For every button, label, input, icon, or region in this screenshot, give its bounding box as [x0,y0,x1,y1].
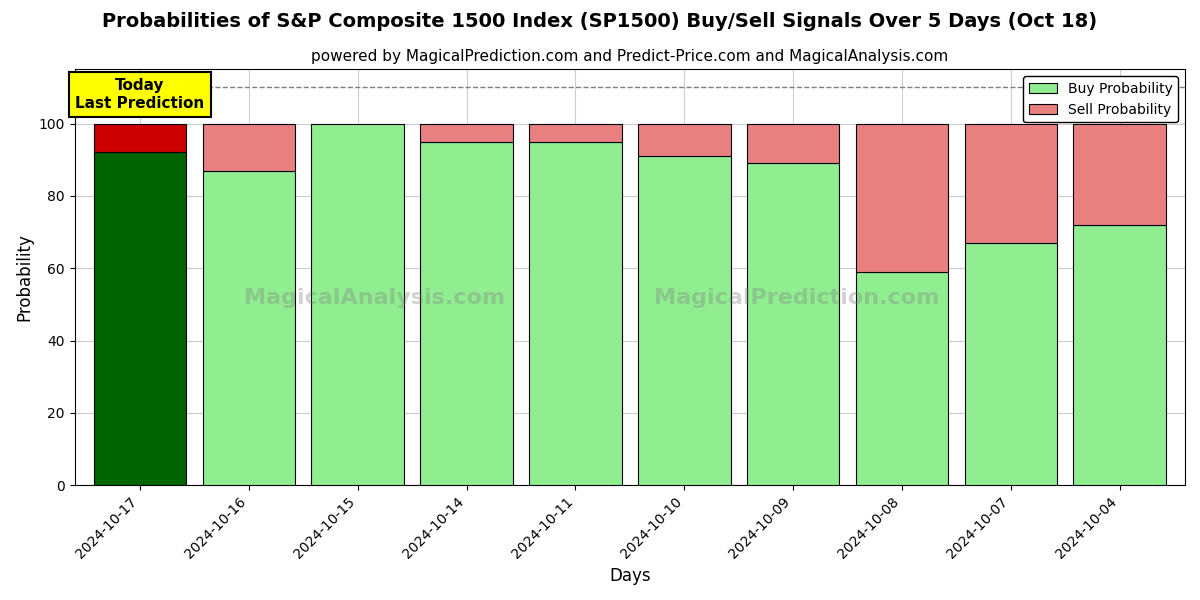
Bar [746,163,839,485]
Text: Probabilities of S&P Composite 1500 Index (SP1500) Buy/Sell Signals Over 5 Days : Probabilities of S&P Composite 1500 Inde… [102,12,1098,31]
X-axis label: Days: Days [610,567,650,585]
Legend: Buy Probability, Sell Probability: Buy Probability, Sell Probability [1024,76,1178,122]
Bar [529,124,622,142]
Title: powered by MagicalPrediction.com and Predict-Price.com and MagicalAnalysis.com: powered by MagicalPrediction.com and Pre… [311,49,948,64]
Bar [965,243,1057,485]
Bar [746,124,839,163]
Bar [94,152,186,485]
Bar [965,124,1057,243]
Bar [94,124,186,152]
Bar [856,272,948,485]
Bar [420,124,512,142]
Bar [638,124,731,156]
Bar [1074,124,1166,225]
Bar [312,124,404,485]
Bar [638,156,731,485]
Text: MagicalAnalysis.com: MagicalAnalysis.com [244,288,505,308]
Bar [203,170,295,485]
Text: MagicalPrediction.com: MagicalPrediction.com [654,288,940,308]
Bar [856,124,948,272]
Bar [203,124,295,170]
Bar [529,142,622,485]
Text: Today
Last Prediction: Today Last Prediction [76,79,204,111]
Bar [1074,225,1166,485]
Y-axis label: Probability: Probability [16,233,34,321]
Bar [420,142,512,485]
